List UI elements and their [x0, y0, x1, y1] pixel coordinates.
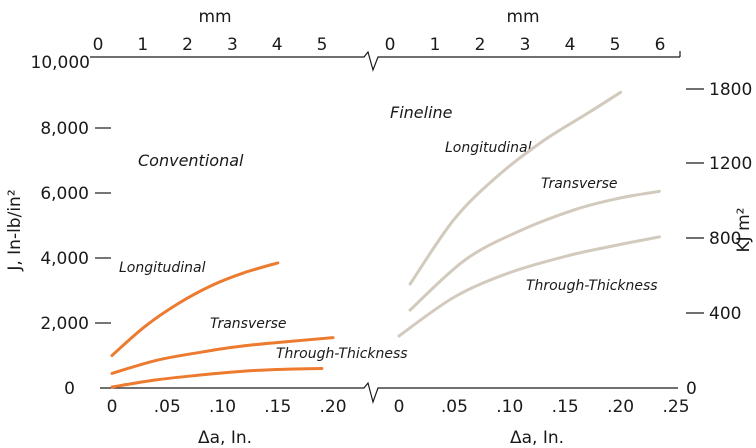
- left-tick-label: 2,000: [40, 314, 89, 334]
- fineline-through-thickness-curve: [397, 235, 661, 338]
- left-tick-label: 4,000: [40, 249, 89, 269]
- x-tick-label: .15: [552, 397, 579, 417]
- mm-tick-label: 1: [430, 35, 441, 55]
- annotation-fineline: Fineline: [390, 103, 453, 122]
- x-tick-label: .20: [607, 397, 634, 417]
- bottom-axis-line: [100, 381, 678, 405]
- left-tick-label: 0: [64, 379, 75, 399]
- left-axis-label: J, In-lb/in²: [5, 189, 25, 271]
- mm-tick-label: 3: [520, 35, 531, 55]
- right-tick-label: 1800: [709, 80, 752, 100]
- annotation-fineline-transverse: Transverse: [541, 176, 618, 192]
- x-tick-label: .15: [264, 397, 291, 417]
- right-tick-label: 1200: [709, 154, 752, 174]
- top-axis-label-right: mm: [506, 7, 539, 27]
- mm-tick-label: 4: [272, 35, 283, 55]
- mm-tick-label: 5: [610, 35, 621, 55]
- x-tick-label: .10: [496, 397, 523, 417]
- mm-tick-label: 5: [317, 35, 328, 55]
- x-tick-label: 0: [107, 397, 118, 417]
- x-tick-label: .05: [441, 397, 468, 417]
- mm-tick-label: 0: [385, 35, 396, 55]
- mm-tick-label: 2: [182, 35, 193, 55]
- conventional-longitudinal-curve: [110, 261, 280, 357]
- fineline-transverse-curve: [408, 189, 661, 312]
- mm-tick-label: 0: [93, 35, 104, 55]
- mm-tick-label: 3: [227, 35, 238, 55]
- x-tick-label: .10: [209, 397, 236, 417]
- top-axis-line: [90, 50, 680, 72]
- annotation-conventional: Conventional: [138, 151, 244, 170]
- x-tick-label: .05: [154, 397, 181, 417]
- x-axis-label-right: Δa, In.: [510, 428, 564, 448]
- annotation-conventional-through-thickness: Through-Thickness: [276, 346, 408, 362]
- left-tick-label: 8,000: [40, 119, 89, 139]
- right-tick-label: 400: [709, 304, 741, 324]
- mm-tick-label: 2: [475, 35, 486, 55]
- top-axis-label-left: mm: [198, 7, 231, 27]
- right-tick-label: 0: [686, 379, 697, 399]
- right-tick-label: 800: [709, 229, 741, 249]
- annotation-conventional-transverse: Transverse: [210, 316, 287, 332]
- conventional-through-thickness-curve: [110, 367, 324, 389]
- mm-tick-label: 4: [565, 35, 576, 55]
- mm-tick-label: 6: [655, 35, 666, 55]
- mm-tick-label: 1: [137, 35, 148, 55]
- left-tick-label: 6,000: [40, 184, 89, 204]
- x-axis-label-left: Δa, In.: [198, 428, 252, 448]
- conventional-transverse-curve: [110, 336, 335, 375]
- right-axis-label: KJ m²: [734, 208, 754, 253]
- x-tick-label: 0: [394, 397, 405, 417]
- annotation-fineline-through-thickness: Through-Thickness: [526, 278, 658, 294]
- x-tick-label: .20: [319, 397, 346, 417]
- left-tick-label: 10,000: [31, 53, 90, 73]
- annotation-fineline-longitudinal: Longitudinal: [445, 140, 532, 156]
- x-tick-label: .25: [662, 397, 689, 417]
- fineline-longitudinal-curve: [408, 90, 623, 286]
- annotation-conventional-longitudinal: Longitudinal: [119, 260, 206, 276]
